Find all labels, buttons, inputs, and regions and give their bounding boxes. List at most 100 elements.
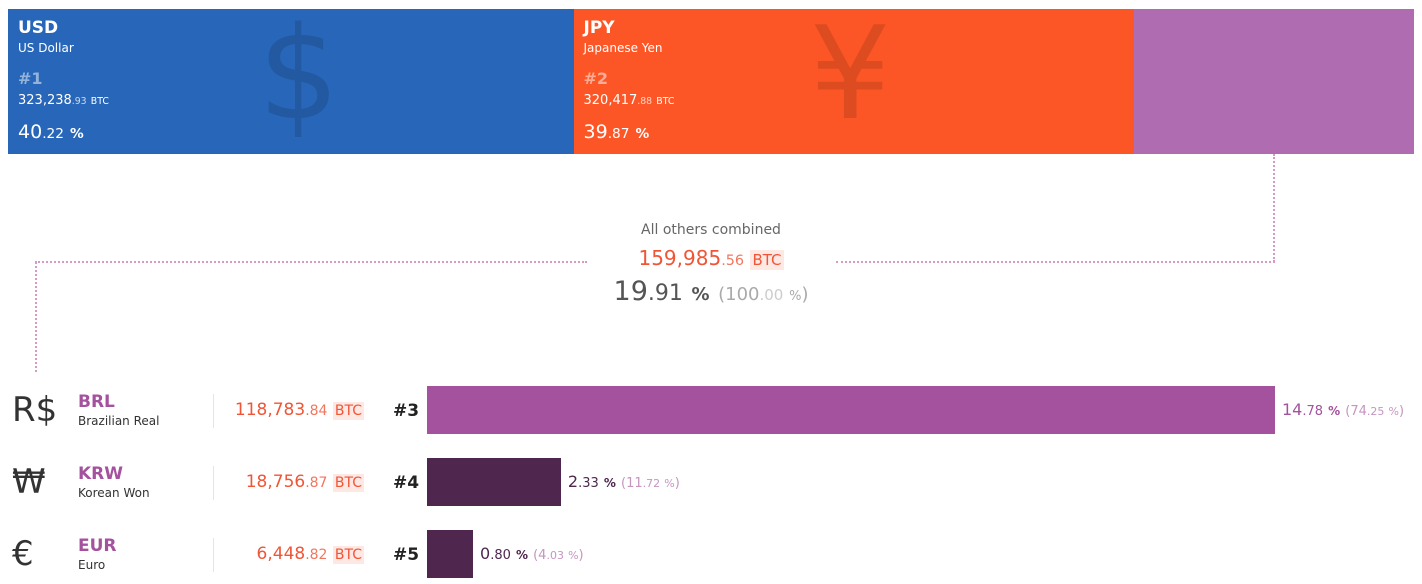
pct-main: 14	[1282, 400, 1303, 419]
rel-sign: %	[568, 549, 579, 562]
paren-open: (	[718, 284, 726, 305]
dollar-icon: $	[258, 9, 340, 149]
btc-decimals: .88	[637, 96, 653, 107]
segment-share: 39.87 %	[584, 121, 650, 143]
currency-row[interactable]: € EUR Euro 6,448.82 BTC #5 0.80 % (4.03 %)	[0, 530, 1422, 578]
pct-sign: %	[69, 126, 84, 142]
rel-sign: %	[1388, 405, 1399, 418]
currency-name: Korean Won	[78, 486, 150, 500]
btc-unit: BTC	[332, 546, 364, 564]
row-share: 14.78 % (74.25 %)	[1282, 400, 1404, 419]
btc-main: 323,238	[18, 93, 72, 108]
top-stacked-bar: $ USD US Dollar #1 323,238.93 BTC 40.22 …	[8, 9, 1414, 154]
total-decimals: .00	[759, 286, 784, 304]
btc-main: 6,448	[256, 544, 306, 564]
btc-main: 320,417	[583, 93, 638, 108]
real-icon: R$	[12, 390, 58, 430]
others-summary: All others combined 159,985.56 BTC 19.91…	[560, 220, 862, 307]
btc-decimals: .84	[305, 403, 328, 419]
row-btc: 18,756.87 BTC	[246, 472, 364, 492]
paren-close: )	[1398, 404, 1405, 419]
row-rank: #3	[393, 401, 420, 421]
pct-decimals: .87	[607, 126, 630, 142]
currency-name: Euro	[78, 558, 106, 572]
paren-close: )	[578, 548, 584, 563]
pct-sign: %	[1328, 404, 1341, 418]
pct-main: 40	[18, 121, 43, 143]
btc-unit: BTC	[332, 402, 364, 420]
segment-name: US Dollar	[18, 41, 74, 55]
btc-unit: BTC	[656, 96, 675, 107]
rel-decimals: .03	[546, 549, 564, 562]
currency-name: Brazilian Real	[78, 414, 160, 428]
divider	[213, 538, 214, 572]
jpy-segment[interactable]: ¥ JPY Japanese Yen #2 320,417.88 BTC 39.…	[573, 9, 1135, 154]
btc-main: 159,985	[638, 246, 722, 270]
row-bar[interactable]	[427, 386, 1275, 434]
rel-main: 11	[626, 476, 643, 491]
btc-unit: BTC	[90, 96, 109, 107]
currency-code: BRL	[78, 392, 115, 412]
row-btc: 118,783.84 BTC	[235, 400, 364, 420]
btc-decimals: .93	[71, 96, 87, 107]
paren-open: (	[620, 476, 627, 491]
btc-decimals: .87	[305, 475, 328, 491]
currency-code: KRW	[78, 464, 124, 484]
rel-decimals: .25	[1366, 405, 1385, 418]
row-rank: #5	[393, 545, 420, 565]
pct-decimals: .80	[490, 548, 511, 563]
segment-btc: 323,238.93 BTC	[18, 93, 109, 108]
connector-line	[35, 262, 37, 372]
divider	[213, 466, 214, 500]
currency-code: EUR	[78, 536, 117, 556]
paren-open: (	[533, 548, 539, 563]
segment-rank: #1	[18, 69, 43, 88]
total-main: 100	[725, 284, 760, 305]
pct-main: 0	[480, 544, 491, 563]
row-share-of-others: (4.03 %)	[533, 548, 584, 563]
euro-icon: €	[12, 534, 34, 574]
segment-name: Japanese Yen	[583, 41, 663, 55]
connector-line	[1273, 154, 1275, 262]
pct-main: 19	[613, 276, 648, 307]
pct-decimals: .33	[578, 476, 599, 491]
segment-code: JPY	[583, 18, 615, 38]
connector-line	[35, 261, 587, 263]
pct-main: 39	[583, 121, 608, 143]
currency-row[interactable]: R$ BRL Brazilian Real 118,783.84 BTC #3 14.78…	[0, 386, 1422, 434]
rel-sign: %	[664, 477, 675, 490]
pct-sign: %	[515, 548, 528, 562]
segment-rank: #2	[583, 69, 609, 88]
currency-row[interactable]: ₩ KRW Korean Won 18,756.87 BTC #4 2.33 % (11.…	[0, 458, 1422, 506]
row-share-of-others: (74.25 %)	[1345, 404, 1404, 419]
row-btc: 6,448.82 BTC	[257, 544, 364, 564]
total-sign: %	[789, 289, 802, 304]
btc-main: 18,756	[245, 472, 306, 492]
paren-close: )	[674, 476, 680, 491]
pct-decimals: .78	[1302, 404, 1324, 419]
divider	[213, 394, 214, 428]
pct-sign: %	[635, 126, 650, 142]
others-total: (100.00 %)	[718, 284, 808, 305]
pct-decimals: .91	[647, 281, 683, 306]
paren-open: (	[1345, 404, 1351, 419]
row-bar[interactable]	[427, 458, 561, 506]
usd-segment[interactable]: $ USD US Dollar #1 323,238.93 BTC 40.22 …	[8, 9, 574, 154]
others-label: All others combined	[641, 222, 781, 238]
yen-icon: ¥	[809, 9, 891, 149]
others-segment[interactable]	[1134, 9, 1414, 154]
rel-main: 4	[538, 548, 547, 563]
btc-decimals: .82	[305, 547, 328, 563]
row-bar[interactable]	[427, 530, 473, 578]
others-btc: 159,985.56 BTC	[560, 246, 862, 270]
pct-sign: %	[691, 284, 710, 305]
row-share: 2.33 % (11.72 %)	[568, 472, 680, 491]
pct-decimals: .22	[42, 126, 64, 142]
won-icon: ₩	[12, 462, 46, 502]
pct-sign: %	[603, 476, 616, 490]
btc-unit: BTC	[332, 474, 364, 492]
others-share: 19.91 % (100.00 %)	[560, 276, 862, 307]
rel-decimals: .72	[642, 477, 661, 490]
paren-close: )	[801, 284, 809, 305]
segment-code: USD	[18, 18, 59, 38]
